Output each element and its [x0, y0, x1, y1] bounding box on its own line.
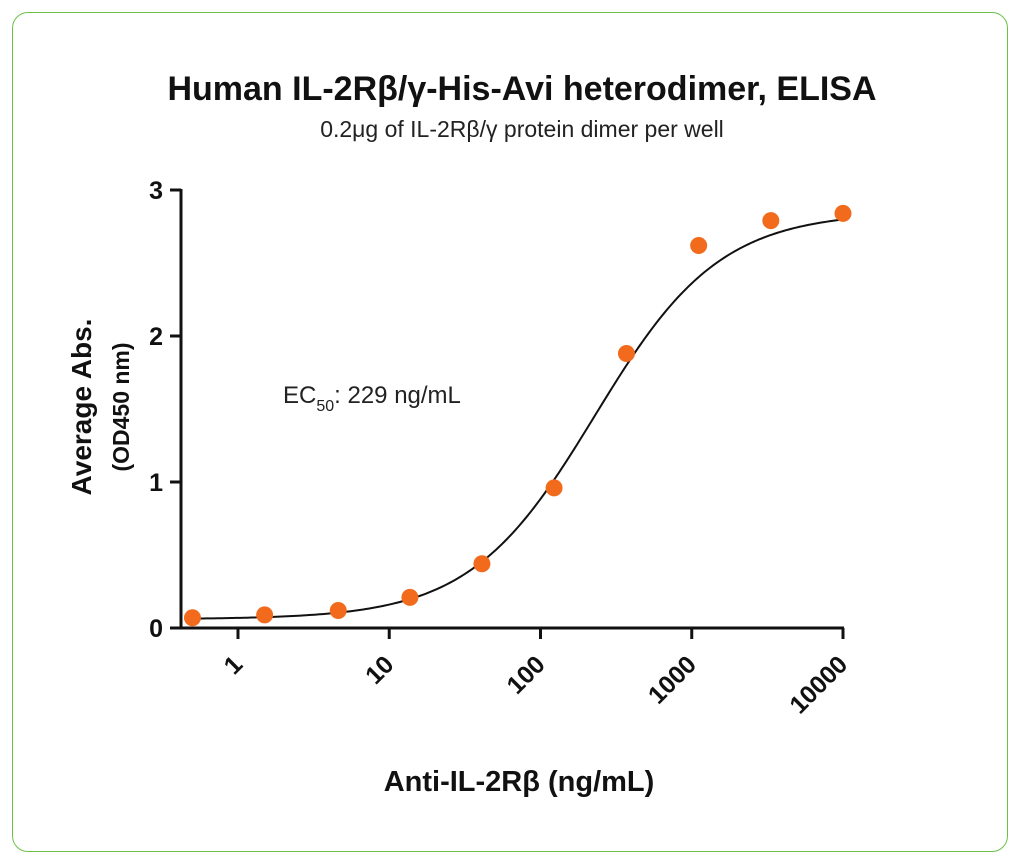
- y-tick-label-3: 3: [149, 177, 163, 205]
- data-point: [183, 609, 201, 627]
- x-tick-label-1: 1: [219, 650, 249, 680]
- x-tick-label-100: 100: [501, 650, 550, 699]
- chart-subtitle: 0.2μg of IL-2Rβ/γ protein dimer per well: [320, 116, 724, 142]
- data-point: [256, 606, 274, 624]
- y-axis-label: Average Abs.: [66, 319, 97, 496]
- data-point: [834, 204, 852, 222]
- chart-frame: [12, 12, 1008, 852]
- data-point: [762, 212, 780, 230]
- data-point: [690, 236, 708, 254]
- fit-curve: [192, 218, 844, 620]
- x-axis-label: Anti-IL-2Rβ (ng/mL): [384, 766, 655, 798]
- data-point: [473, 555, 491, 573]
- ec50-subscript: 50: [316, 398, 334, 415]
- fit-curve-group: [192, 218, 844, 620]
- data-point: [329, 601, 347, 619]
- x-tick-label-1000: 1000: [643, 650, 702, 709]
- ec50-prefix: EC: [283, 382, 316, 409]
- data-point: [617, 345, 635, 363]
- x-tick-label-10: 10: [360, 650, 399, 689]
- ec50-suffix: : 229 ng/mL: [334, 382, 461, 409]
- y-tick-label-0: 0: [149, 615, 163, 643]
- data-point: [545, 479, 563, 497]
- x-tick-label-10000: 10000: [784, 650, 853, 719]
- data-point: [401, 588, 419, 606]
- y-axis-sublabel: (OD450 nm): [108, 342, 134, 471]
- y-tick-label-1: 1: [149, 469, 163, 497]
- axes: 0 1 2 3 1 10 100 1000 10000: [149, 177, 853, 719]
- chart-title: Human IL-2Rβ/γ-His-Avi heterodimer, ELIS…: [167, 70, 876, 108]
- ec50-annotation: EC50: 229 ng/mL: [283, 382, 461, 415]
- y-tick-label-2: 2: [149, 323, 163, 351]
- data-points: [183, 204, 852, 627]
